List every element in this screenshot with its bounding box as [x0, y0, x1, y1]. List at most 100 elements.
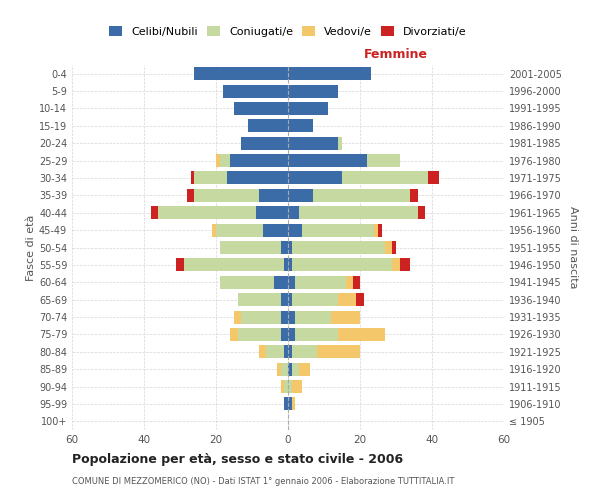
Bar [216, 224, 263, 236]
Bar [385, 241, 392, 254]
Bar [194, 172, 227, 184]
Bar [241, 136, 288, 149]
Bar [220, 154, 230, 167]
Bar [288, 189, 313, 202]
Bar [220, 241, 281, 254]
Bar [220, 276, 274, 289]
Bar [259, 346, 266, 358]
Bar [158, 206, 256, 220]
Bar [295, 328, 338, 341]
Text: Popolazione per età, sesso e stato civile - 2006: Popolazione per età, sesso e stato civil… [72, 452, 403, 466]
Bar [428, 172, 439, 184]
Bar [292, 258, 392, 272]
Bar [392, 258, 400, 272]
Y-axis label: Fasce di età: Fasce di età [26, 214, 36, 280]
Bar [400, 258, 410, 272]
Bar [281, 362, 288, 376]
Bar [266, 346, 284, 358]
Bar [299, 362, 310, 376]
Bar [216, 154, 220, 167]
Bar [288, 154, 367, 167]
Bar [288, 67, 371, 80]
Bar [187, 189, 194, 202]
Bar [302, 224, 374, 236]
Bar [151, 206, 158, 220]
Bar [194, 67, 288, 80]
Bar [342, 172, 428, 184]
Bar [374, 224, 378, 236]
Bar [288, 380, 292, 393]
Bar [288, 102, 328, 115]
Bar [194, 189, 259, 202]
Bar [288, 84, 338, 98]
Bar [378, 224, 382, 236]
Legend: Celibi/Nubili, Coniugati/e, Vedovi/e, Divorziati/e: Celibi/Nubili, Coniugati/e, Vedovi/e, Di… [106, 23, 470, 40]
Bar [238, 328, 281, 341]
Bar [292, 380, 302, 393]
Bar [392, 241, 396, 254]
Bar [288, 398, 292, 410]
Bar [338, 328, 385, 341]
Bar [292, 293, 338, 306]
Bar [288, 362, 292, 376]
Bar [288, 120, 313, 132]
Bar [281, 241, 288, 254]
Bar [317, 346, 360, 358]
Text: Femmine: Femmine [364, 48, 428, 62]
Bar [241, 310, 281, 324]
Bar [281, 310, 288, 324]
Bar [288, 293, 292, 306]
Text: COMUNE DI MEZZOMERICO (NO) - Dati ISTAT 1° gennaio 2006 - Elaborazione TUTTITALI: COMUNE DI MEZZOMERICO (NO) - Dati ISTAT … [72, 478, 454, 486]
Y-axis label: Anni di nascita: Anni di nascita [568, 206, 578, 289]
Bar [263, 224, 288, 236]
Bar [367, 154, 400, 167]
Bar [288, 241, 292, 254]
Bar [313, 189, 410, 202]
Bar [284, 258, 288, 272]
Bar [292, 362, 299, 376]
Bar [230, 328, 238, 341]
Bar [288, 172, 342, 184]
Bar [288, 206, 299, 220]
Bar [227, 172, 288, 184]
Bar [292, 241, 385, 254]
Bar [248, 120, 288, 132]
Bar [284, 398, 288, 410]
Bar [184, 258, 284, 272]
Bar [281, 380, 284, 393]
Bar [230, 154, 288, 167]
Bar [274, 276, 288, 289]
Bar [356, 293, 364, 306]
Bar [234, 102, 288, 115]
Bar [277, 362, 281, 376]
Bar [288, 310, 295, 324]
Bar [331, 310, 360, 324]
Bar [288, 346, 292, 358]
Bar [299, 206, 418, 220]
Bar [410, 189, 418, 202]
Bar [212, 224, 216, 236]
Bar [292, 398, 295, 410]
Bar [346, 276, 353, 289]
Bar [238, 293, 281, 306]
Bar [353, 276, 360, 289]
Bar [418, 206, 425, 220]
Bar [284, 380, 288, 393]
Bar [256, 206, 288, 220]
Bar [338, 293, 356, 306]
Bar [295, 310, 331, 324]
Bar [288, 136, 338, 149]
Bar [259, 189, 288, 202]
Bar [281, 293, 288, 306]
Bar [281, 328, 288, 341]
Bar [176, 258, 184, 272]
Bar [288, 276, 295, 289]
Bar [295, 276, 346, 289]
Bar [338, 136, 342, 149]
Bar [288, 224, 302, 236]
Bar [234, 310, 241, 324]
Bar [292, 346, 317, 358]
Bar [191, 172, 194, 184]
Bar [284, 346, 288, 358]
Bar [288, 328, 295, 341]
